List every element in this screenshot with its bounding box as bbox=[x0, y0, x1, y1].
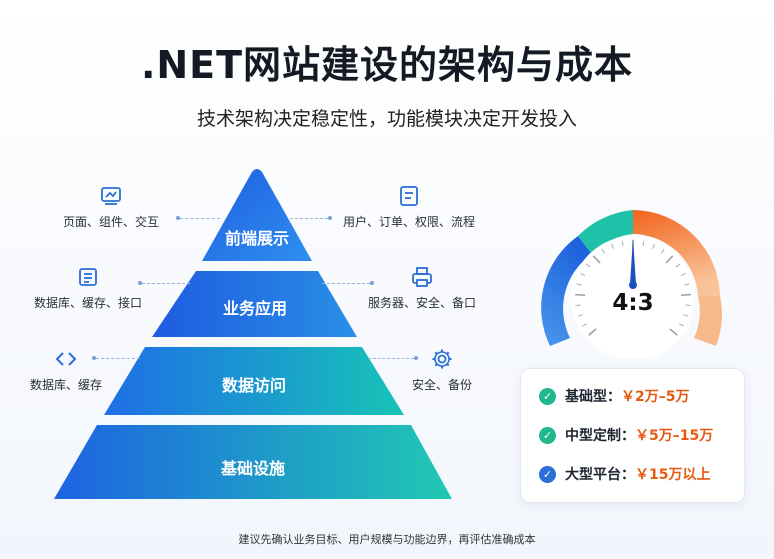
gauge-tick bbox=[601, 248, 605, 254]
gauge-tick bbox=[611, 243, 614, 249]
left-item-data: 数据库、缓存 bbox=[26, 348, 106, 393]
gauge-tick bbox=[580, 273, 586, 277]
right-item-text: 安全、备份 bbox=[411, 378, 472, 392]
gauge-tick bbox=[575, 304, 581, 307]
cost-value: ￥5万–15万 bbox=[635, 428, 714, 444]
connector-line bbox=[142, 283, 190, 284]
gauge-tick bbox=[642, 240, 645, 247]
gauge-tick bbox=[680, 273, 686, 277]
check-icon: ✓ bbox=[539, 426, 556, 444]
cost-value: ￥2万–5万 bbox=[621, 389, 690, 405]
gauge-tick bbox=[665, 255, 674, 264]
right-item-text: 用户、订单、权限、流程 bbox=[342, 215, 475, 229]
tier-label-business: 业务应用 bbox=[222, 299, 287, 318]
connector-line bbox=[290, 218, 328, 219]
gauge-tick bbox=[577, 314, 583, 317]
left-item-text: 数据库、缓存 bbox=[29, 378, 102, 392]
gauge-segment-teal bbox=[578, 210, 633, 254]
gauge-segment-orange bbox=[633, 210, 720, 296]
connector-dot bbox=[138, 281, 142, 285]
gauge-tick bbox=[592, 255, 601, 264]
connector-dot bbox=[328, 216, 332, 220]
connector-dot bbox=[414, 356, 418, 360]
ratio-gauge bbox=[541, 210, 722, 358]
gauge-tick bbox=[661, 248, 665, 254]
page-title: .NET网站建设的架构与成本 bbox=[140, 43, 634, 87]
right-item-frontend: 用户、订单、权限、流程 bbox=[340, 185, 478, 230]
gauge-tick bbox=[684, 283, 690, 286]
gauge-tick bbox=[685, 304, 691, 307]
layout-icon bbox=[101, 187, 121, 205]
connector-line bbox=[368, 358, 414, 359]
footer-note: 建议先确认业务目标、用户规模与功能边界，再评估准确成本 bbox=[238, 533, 536, 546]
gauge-tick bbox=[669, 328, 678, 336]
gauge-tick bbox=[652, 243, 655, 249]
connector-line bbox=[322, 283, 370, 284]
gauge-tick bbox=[575, 293, 586, 297]
left-item-business: 数据库、缓存、接口 bbox=[26, 266, 150, 311]
connector-line bbox=[96, 358, 140, 359]
connector-line bbox=[180, 218, 220, 219]
cost-row-large: ✓ 大型平台： ￥15万以上 bbox=[539, 464, 710, 484]
tier-4-shape bbox=[54, 425, 452, 499]
check-icon: ✓ bbox=[539, 465, 556, 483]
right-item-text: 服务器、安全、备口 bbox=[367, 296, 476, 310]
gauge-tick bbox=[683, 314, 689, 317]
gauge-ratio-value: 4:3 bbox=[612, 290, 654, 316]
gauge-tick bbox=[576, 283, 582, 286]
cost-label: 中型定制： bbox=[565, 428, 635, 444]
tier-label-frontend: 前端展示 bbox=[224, 229, 289, 248]
tier-label-data-access: 数据访问 bbox=[221, 376, 286, 395]
tier-3-shape bbox=[104, 347, 404, 415]
gauge-tick bbox=[585, 263, 591, 268]
check-icon: ✓ bbox=[539, 387, 556, 405]
cost-label: 大型平台： bbox=[565, 467, 635, 483]
printer-server-icon bbox=[412, 267, 432, 287]
cost-row-medium: ✓ 中型定制： ￥5万–15万 bbox=[539, 425, 713, 445]
code-tag-icon bbox=[55, 352, 77, 366]
page-subtitle: 技术架构决定稳定性，功能模块决定开发投入 bbox=[196, 108, 577, 130]
connector-dot bbox=[176, 216, 180, 220]
gauge-tick bbox=[679, 323, 684, 327]
gauge-tick bbox=[675, 263, 681, 268]
left-item-text: 数据库、缓存、接口 bbox=[33, 296, 142, 310]
document-icon bbox=[400, 186, 418, 206]
connector-dot bbox=[370, 281, 374, 285]
left-item-text: 页面、组件、交互 bbox=[62, 215, 159, 229]
gauge-tick bbox=[588, 328, 597, 336]
gauge-tick bbox=[621, 240, 624, 247]
cost-row-basic: ✓ 基础型： ￥2万–5万 bbox=[539, 386, 689, 406]
tier-1-shape bbox=[202, 169, 312, 261]
database-list-icon bbox=[79, 268, 97, 286]
cost-card: ✓ 基础型： ￥2万–5万 ✓ 中型定制： ￥5万–15万 ✓ 大型平台： ￥1… bbox=[520, 368, 745, 503]
gauge-segment-blue bbox=[541, 236, 592, 346]
gauge-tick bbox=[582, 323, 587, 327]
cost-value: ￥15万以上 bbox=[635, 467, 711, 483]
gauge-tick bbox=[680, 293, 691, 297]
tier-label-infrastructure: 基础设施 bbox=[220, 459, 285, 478]
cost-label: 基础型： bbox=[565, 389, 621, 405]
gauge-needle bbox=[630, 238, 636, 284]
gear-icon bbox=[432, 349, 452, 369]
left-item-frontend: 页面、组件、交互 bbox=[56, 185, 166, 230]
right-item-business: 服务器、安全、备口 bbox=[366, 266, 478, 311]
tier-2-shape bbox=[152, 271, 357, 337]
connector-dot bbox=[92, 356, 96, 360]
gauge-segment-peach bbox=[694, 296, 722, 346]
right-item-data: 安全、备份 bbox=[410, 348, 474, 393]
